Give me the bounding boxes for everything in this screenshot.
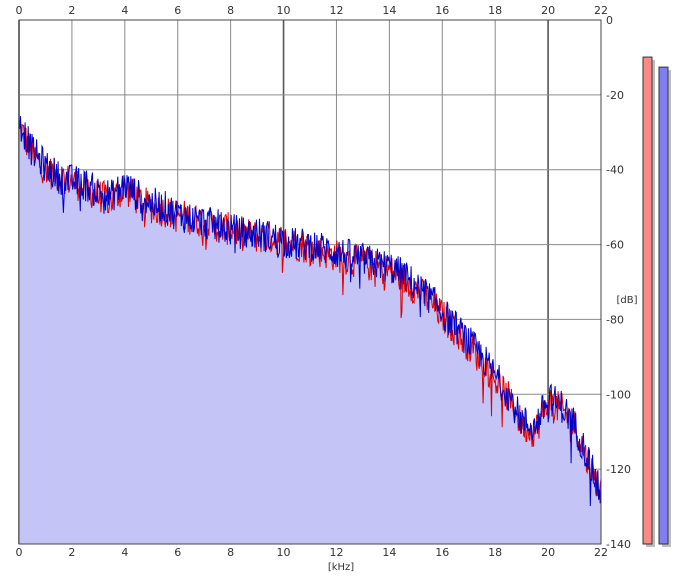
x-tick-bottom-4: 4 [121,546,128,559]
x-tick-top-12: 12 [329,4,343,17]
x-tick-bottom-6: 6 [174,546,181,559]
x-tick-bottom-22: 22 [594,546,608,559]
x-tick-top-4: 4 [121,4,128,17]
x-tick-bottom-0: 0 [16,546,23,559]
y-tick--40: -40 [606,164,624,177]
y-tick--100: -100 [606,388,631,401]
x-tick-bottom-8: 8 [227,546,234,559]
x-tick-top-10: 10 [277,4,291,17]
series-line-right [18,116,602,507]
x-tick-bottom-10: 10 [277,546,291,559]
x-tick-top-18: 18 [488,4,502,17]
x-tick-top-22: 22 [594,4,608,17]
x-tick-top-8: 8 [227,4,234,17]
plot-area [18,116,602,544]
x-tick-bottom-14: 14 [382,546,396,559]
y-tick--80: -80 [606,313,624,326]
right-level-meter [658,66,669,545]
x-tick-top-6: 6 [174,4,181,17]
y-tick--120: -120 [606,463,631,476]
x-axis-top: 0 2 4 6 8 10 12 14 16 18 20 22 [16,4,609,17]
y-axis: 0 -20 -40 -60 -80 -100 -120 -140 [606,14,631,551]
x-tick-top-0: 0 [16,4,23,17]
x-tick-bottom-20: 20 [541,546,555,559]
x-tick-top-16: 16 [435,4,449,17]
x-tick-bottom-2: 2 [68,546,75,559]
plot-frame [18,19,602,545]
level-meters [642,56,671,548]
y-tick-0: 0 [606,14,613,27]
x-tick-bottom-18: 18 [488,546,502,559]
x-tick-bottom-16: 16 [435,546,449,559]
y-axis-label: [dB] [616,295,637,306]
y-tick--60: -60 [606,239,624,252]
x-tick-bottom-12: 12 [329,546,343,559]
left-level-meter [642,56,653,545]
x-tick-top-14: 14 [382,4,396,17]
y-tick--140: -140 [606,538,631,551]
x-axis-label: [kHz] [328,562,354,573]
x-axis-bottom: 0 2 4 6 8 10 12 14 16 18 20 22 [16,546,609,559]
series-line-left [18,119,602,500]
plot-border [18,19,602,545]
x-tick-top-20: 20 [541,4,555,17]
y-tick--20: -20 [606,89,624,102]
x-tick-top-2: 2 [68,4,75,17]
